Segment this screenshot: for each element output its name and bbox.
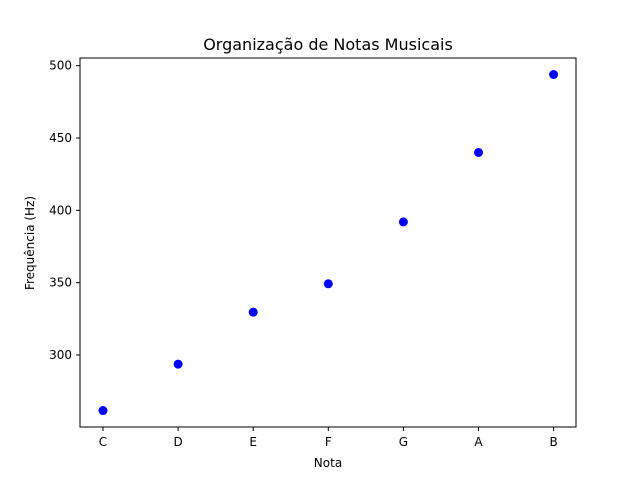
- chart-title: Organização de Notas Musicais: [203, 35, 453, 54]
- y-tick-label: 300: [49, 348, 72, 362]
- data-point-c: [98, 406, 108, 416]
- y-axis-ticks: 300 350 400 450 500: [49, 59, 80, 362]
- x-tick-label: F: [325, 435, 332, 449]
- x-tick-label: D: [173, 435, 182, 449]
- y-tick-label: 450: [49, 131, 72, 145]
- y-axis-label: Frequência (Hz): [23, 196, 37, 290]
- plot-area: [80, 58, 576, 427]
- data-point-a: [474, 147, 483, 157]
- x-tick-label: E: [249, 435, 257, 449]
- y-tick-label: 400: [49, 203, 72, 217]
- data-point-d: [173, 359, 183, 369]
- data-points: [98, 70, 559, 416]
- y-tick-label: 350: [49, 276, 72, 290]
- x-tick-label: G: [399, 435, 408, 449]
- data-point-g: [398, 217, 408, 227]
- y-tick-label: 500: [49, 59, 72, 73]
- x-tick-label: B: [549, 435, 557, 449]
- data-point-e: [248, 307, 258, 317]
- x-axis-label: Nota: [314, 456, 342, 470]
- data-point-f: [323, 279, 333, 289]
- data-point-b: [549, 70, 559, 80]
- plot-frame: [79, 57, 577, 428]
- x-tick-label: A: [474, 435, 483, 449]
- x-tick-label: C: [99, 435, 107, 449]
